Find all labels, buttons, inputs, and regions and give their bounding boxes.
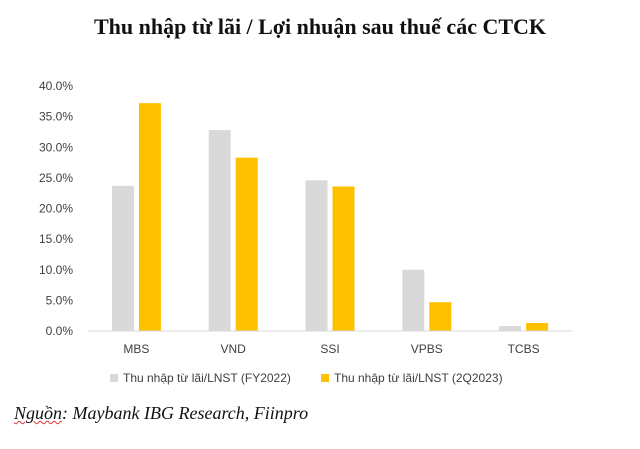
source-note: Nguồn: Maybank IBG Research, Fiinpro (14, 403, 308, 424)
bar-ssi-series-2 (332, 186, 355, 331)
bar-vnd-series-2 (235, 157, 258, 331)
bar-ssi-series-1 (305, 180, 328, 331)
y-axis-ticks: 0.0% 5.0% 10.0% 15.0% 20.0% 25.0% 30.0% 35.0% 40… (39, 79, 73, 338)
x-category-label: TCBS (508, 342, 540, 356)
y-tick-label: 25.0% (39, 171, 73, 185)
y-tick-label: 5.0% (46, 293, 74, 307)
y-tick-label: 10.0% (39, 263, 73, 277)
legend: Thu nhập từ lãi/LNST (FY2022) Thu nhập từ… (110, 371, 503, 385)
bar-tcbs-series-1 (499, 326, 522, 331)
bar-vpbs-series-1 (402, 269, 425, 331)
bar-mbs-series-2 (138, 103, 161, 332)
x-category-label: SSI (320, 342, 339, 356)
x-category-label: VND (221, 342, 247, 356)
x-axis-categories: MBS VND SSI VPBS TCBS (123, 342, 539, 356)
chart-title: Thu nhập từ lãi / Lợi nhuận sau thuế các… (93, 14, 547, 39)
legend-label-series-1: Thu nhập từ lãi/LNST (FY2022) (123, 371, 291, 385)
bar-vpbs-series-2 (429, 302, 452, 331)
y-tick-label: 30.0% (39, 140, 73, 154)
x-category-label: VPBS (411, 342, 443, 356)
bar-mbs-series-1 (111, 185, 134, 331)
legend-swatch-series-1 (110, 374, 118, 382)
y-tick-label: 40.0% (39, 79, 73, 93)
y-tick-label: 35.0% (39, 110, 73, 124)
y-tick-label: 0.0% (46, 324, 74, 338)
source-text: : Maybank IBG Research, Fiinpro (62, 403, 309, 423)
bars (111, 103, 549, 332)
legend-swatch-series-2 (321, 374, 329, 382)
source-prefix: Nguồn (14, 403, 63, 423)
y-tick-label: 20.0% (39, 202, 73, 216)
y-tick-label: 15.0% (39, 232, 73, 246)
legend-label-series-2: Thu nhập từ lãi/LNST (2Q2023) (334, 371, 503, 385)
bar-vnd-series-1 (208, 130, 231, 331)
bar-tcbs-series-2 (526, 323, 549, 331)
x-category-label: MBS (123, 342, 149, 356)
